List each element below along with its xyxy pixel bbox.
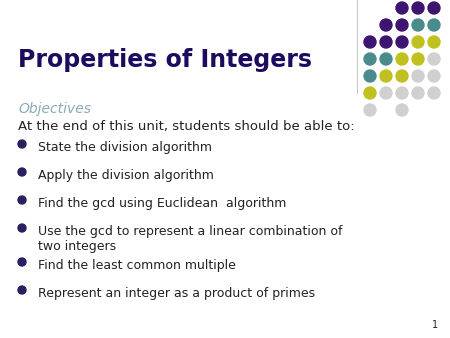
Circle shape: [18, 224, 26, 232]
Circle shape: [380, 36, 392, 48]
Circle shape: [380, 87, 392, 99]
Text: 1: 1: [432, 320, 438, 330]
Circle shape: [428, 53, 440, 65]
Circle shape: [364, 87, 376, 99]
Circle shape: [364, 104, 376, 116]
Circle shape: [396, 70, 408, 82]
Circle shape: [18, 258, 26, 266]
Circle shape: [412, 87, 424, 99]
Circle shape: [412, 70, 424, 82]
Circle shape: [396, 19, 408, 31]
Circle shape: [428, 70, 440, 82]
Circle shape: [396, 36, 408, 48]
Circle shape: [396, 2, 408, 14]
Circle shape: [412, 2, 424, 14]
Circle shape: [18, 196, 26, 204]
Circle shape: [364, 36, 376, 48]
Text: Apply the division algorithm: Apply the division algorithm: [38, 169, 214, 182]
Circle shape: [18, 140, 26, 148]
Circle shape: [428, 87, 440, 99]
Circle shape: [380, 19, 392, 31]
Circle shape: [412, 36, 424, 48]
Text: Objectives: Objectives: [18, 102, 91, 116]
Circle shape: [412, 19, 424, 31]
Circle shape: [396, 104, 408, 116]
Circle shape: [364, 70, 376, 82]
Circle shape: [396, 87, 408, 99]
Circle shape: [18, 286, 26, 294]
Circle shape: [18, 168, 26, 176]
Circle shape: [380, 53, 392, 65]
Text: Find the least common multiple: Find the least common multiple: [38, 259, 236, 272]
Circle shape: [412, 53, 424, 65]
Circle shape: [428, 19, 440, 31]
Circle shape: [428, 36, 440, 48]
Text: Use the gcd to represent a linear combination of
two integers: Use the gcd to represent a linear combin…: [38, 225, 342, 253]
Text: Properties of Integers: Properties of Integers: [18, 48, 312, 72]
Circle shape: [380, 70, 392, 82]
Circle shape: [396, 53, 408, 65]
Circle shape: [364, 53, 376, 65]
Circle shape: [428, 2, 440, 14]
Text: At the end of this unit, students should be able to:: At the end of this unit, students should…: [18, 120, 355, 133]
Text: Find the gcd using Euclidean  algorithm: Find the gcd using Euclidean algorithm: [38, 197, 286, 210]
Text: State the division algorithm: State the division algorithm: [38, 141, 212, 154]
Text: Represent an integer as a product of primes: Represent an integer as a product of pri…: [38, 287, 315, 300]
